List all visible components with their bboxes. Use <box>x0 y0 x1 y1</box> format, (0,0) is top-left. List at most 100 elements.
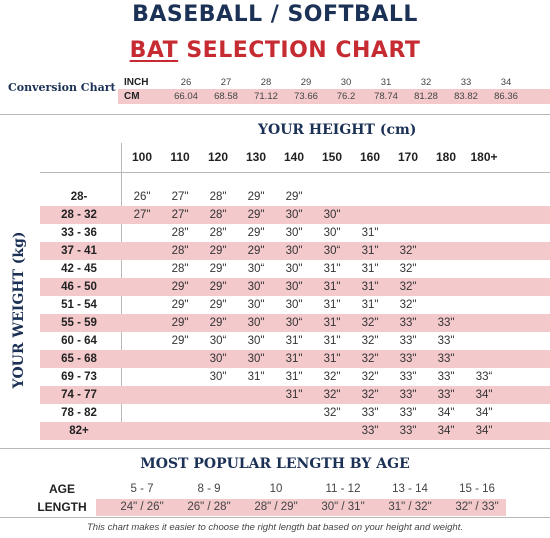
bat-length-cell: 31" <box>285 353 303 365</box>
bat-length-cell: 30" <box>323 227 341 239</box>
bat-length-cell <box>123 350 161 368</box>
bat-length-cell <box>465 314 503 332</box>
conversion-inch-value: 28 <box>260 77 272 88</box>
bat-length-cell: 34" <box>475 389 493 401</box>
bat-length-cell <box>123 422 161 440</box>
bat-length-cell: 29" <box>247 245 265 257</box>
bat-length-cell: 29" <box>209 245 227 257</box>
bat-length-cell: 31" <box>361 299 379 311</box>
bat-length-cell: 30" <box>285 245 303 257</box>
height-header-cell: 160 <box>359 150 381 164</box>
bat-length-cell: 33" <box>399 371 417 383</box>
age-value: 5 - 7 <box>130 483 154 495</box>
bat-length-cell: 33" <box>399 425 417 437</box>
header-divider <box>40 172 550 173</box>
bat-length-cell: 29" <box>247 209 265 221</box>
title-selection-chart: SELECTION CHART <box>178 38 421 63</box>
divider-bottom <box>0 448 550 449</box>
bat-length-cell <box>313 422 351 440</box>
grid-row: 55 - 59 29" 29" 30" 30“ 31" 32" 33" 33" <box>40 314 550 332</box>
grid-row: 69 - 73 30" 31" 31" 32" 32" 33" 33" 33“ <box>40 368 550 386</box>
age-value: 10 <box>269 483 283 495</box>
height-header-cell: 180 <box>435 150 457 164</box>
title-bat: BAT <box>129 38 179 63</box>
bat-length-cell: 32" <box>399 299 417 311</box>
conversion-cm-band <box>118 89 550 104</box>
popular-length-title: MOST POPULAR LENGTH BY AGE <box>140 456 410 472</box>
age-value: 11 - 12 <box>325 483 361 495</box>
height-header-cell: 150 <box>321 150 343 164</box>
weight-label: 65 - 68 <box>61 353 97 365</box>
bat-length-cell: 33" <box>437 353 455 365</box>
weight-label: 42 - 45 <box>61 263 97 275</box>
grid-row: 28 - 32 27" 27" 28" 29" 30" 30" <box>40 206 550 224</box>
conversion-inch-value: 30 <box>340 77 352 88</box>
bat-length-cell: 30" <box>285 209 303 221</box>
bat-length-cell: 34" <box>437 407 455 419</box>
bat-length-cell <box>465 332 503 350</box>
conversion-inch-value: 31 <box>380 77 392 88</box>
bat-length-cell: 30“ <box>323 245 341 257</box>
bat-length-cell: 33" <box>361 425 379 437</box>
conversion-cm-value: 78.74 <box>374 91 398 102</box>
height-header-cell: 100 <box>131 150 153 164</box>
bat-length-cell: 32" <box>399 281 417 293</box>
height-header-cell: 140 <box>283 150 305 164</box>
conversion-inch-value: 34 <box>500 77 512 88</box>
bat-length-cell <box>465 206 503 224</box>
height-header-cell: 130 <box>245 150 267 164</box>
bat-length-cell <box>389 188 427 206</box>
bat-length-cell: 32" <box>323 407 341 419</box>
bat-length-cell: 29" <box>171 299 189 311</box>
bat-length-cell <box>123 260 161 278</box>
weight-label: 51 - 54 <box>61 299 97 311</box>
bat-length-cell <box>427 260 465 278</box>
bat-length-cell <box>351 188 389 206</box>
bat-length-cell <box>427 206 465 224</box>
bat-length-cell: 31" <box>285 335 303 347</box>
bat-length-cell: 31" <box>361 227 379 239</box>
title-line-1: BASEBALL / SOFTBALL <box>132 2 418 27</box>
age-value: 13 - 14 <box>392 483 428 495</box>
weight-label: 69 - 73 <box>61 371 97 383</box>
grid-row: 46 - 50 29" 29" 30" 30" 31" 31" 32" <box>40 278 550 296</box>
bat-length-cell: 32" <box>361 335 379 347</box>
bat-length-cell: 30“ <box>285 317 303 329</box>
length-value: 31" / 32" <box>388 501 432 513</box>
bat-length-cell: 31" <box>323 335 341 347</box>
bat-length-cell <box>465 242 503 260</box>
weight-axis-title: YOUR WEIGHT (kg) <box>11 231 27 389</box>
bat-length-cell: 28" <box>171 227 189 239</box>
conversion-inch-value: 26 <box>180 77 192 88</box>
bat-length-cell <box>161 386 199 404</box>
bat-length-cell: 29" <box>209 281 227 293</box>
bat-length-cell <box>465 350 503 368</box>
bat-length-cell <box>389 224 427 242</box>
bat-length-cell: 32" <box>323 389 341 401</box>
bat-length-cell: 32" <box>399 245 417 257</box>
bat-length-cell: 31" <box>361 281 379 293</box>
conversion-cm-value: 73.66 <box>294 91 318 102</box>
bat-length-cell: 30" <box>247 281 265 293</box>
bat-length-cell: 32" <box>361 353 379 365</box>
bat-length-cell: 33" <box>399 407 417 419</box>
bat-length-cell <box>123 296 161 314</box>
bat-length-cell: 31" <box>323 299 341 311</box>
bat-length-cell: 28" <box>171 245 189 257</box>
bat-length-cell <box>237 386 275 404</box>
age-label: AGE <box>48 482 75 496</box>
bat-length-cell: 29" <box>247 191 265 203</box>
weight-label: 82+ <box>69 425 89 437</box>
bat-length-cell: 31" <box>285 371 303 383</box>
length-label: LENGTH <box>37 500 87 514</box>
conversion-cm-label: CM <box>124 91 140 102</box>
length-row: LENGTH 24" / 26" 26" / 28" 28" / 29" 30" / … <box>0 499 550 516</box>
bat-length-cell: 34" <box>475 407 493 419</box>
bat-length-cell: 33" <box>399 335 417 347</box>
bat-length-cell <box>123 242 161 260</box>
bat-length-cell: 28" <box>171 263 189 275</box>
bat-length-cell: 27" <box>133 209 151 221</box>
bat-length-cell: 32" <box>399 263 417 275</box>
bat-length-cell <box>199 386 237 404</box>
bat-length-cell <box>275 422 313 440</box>
